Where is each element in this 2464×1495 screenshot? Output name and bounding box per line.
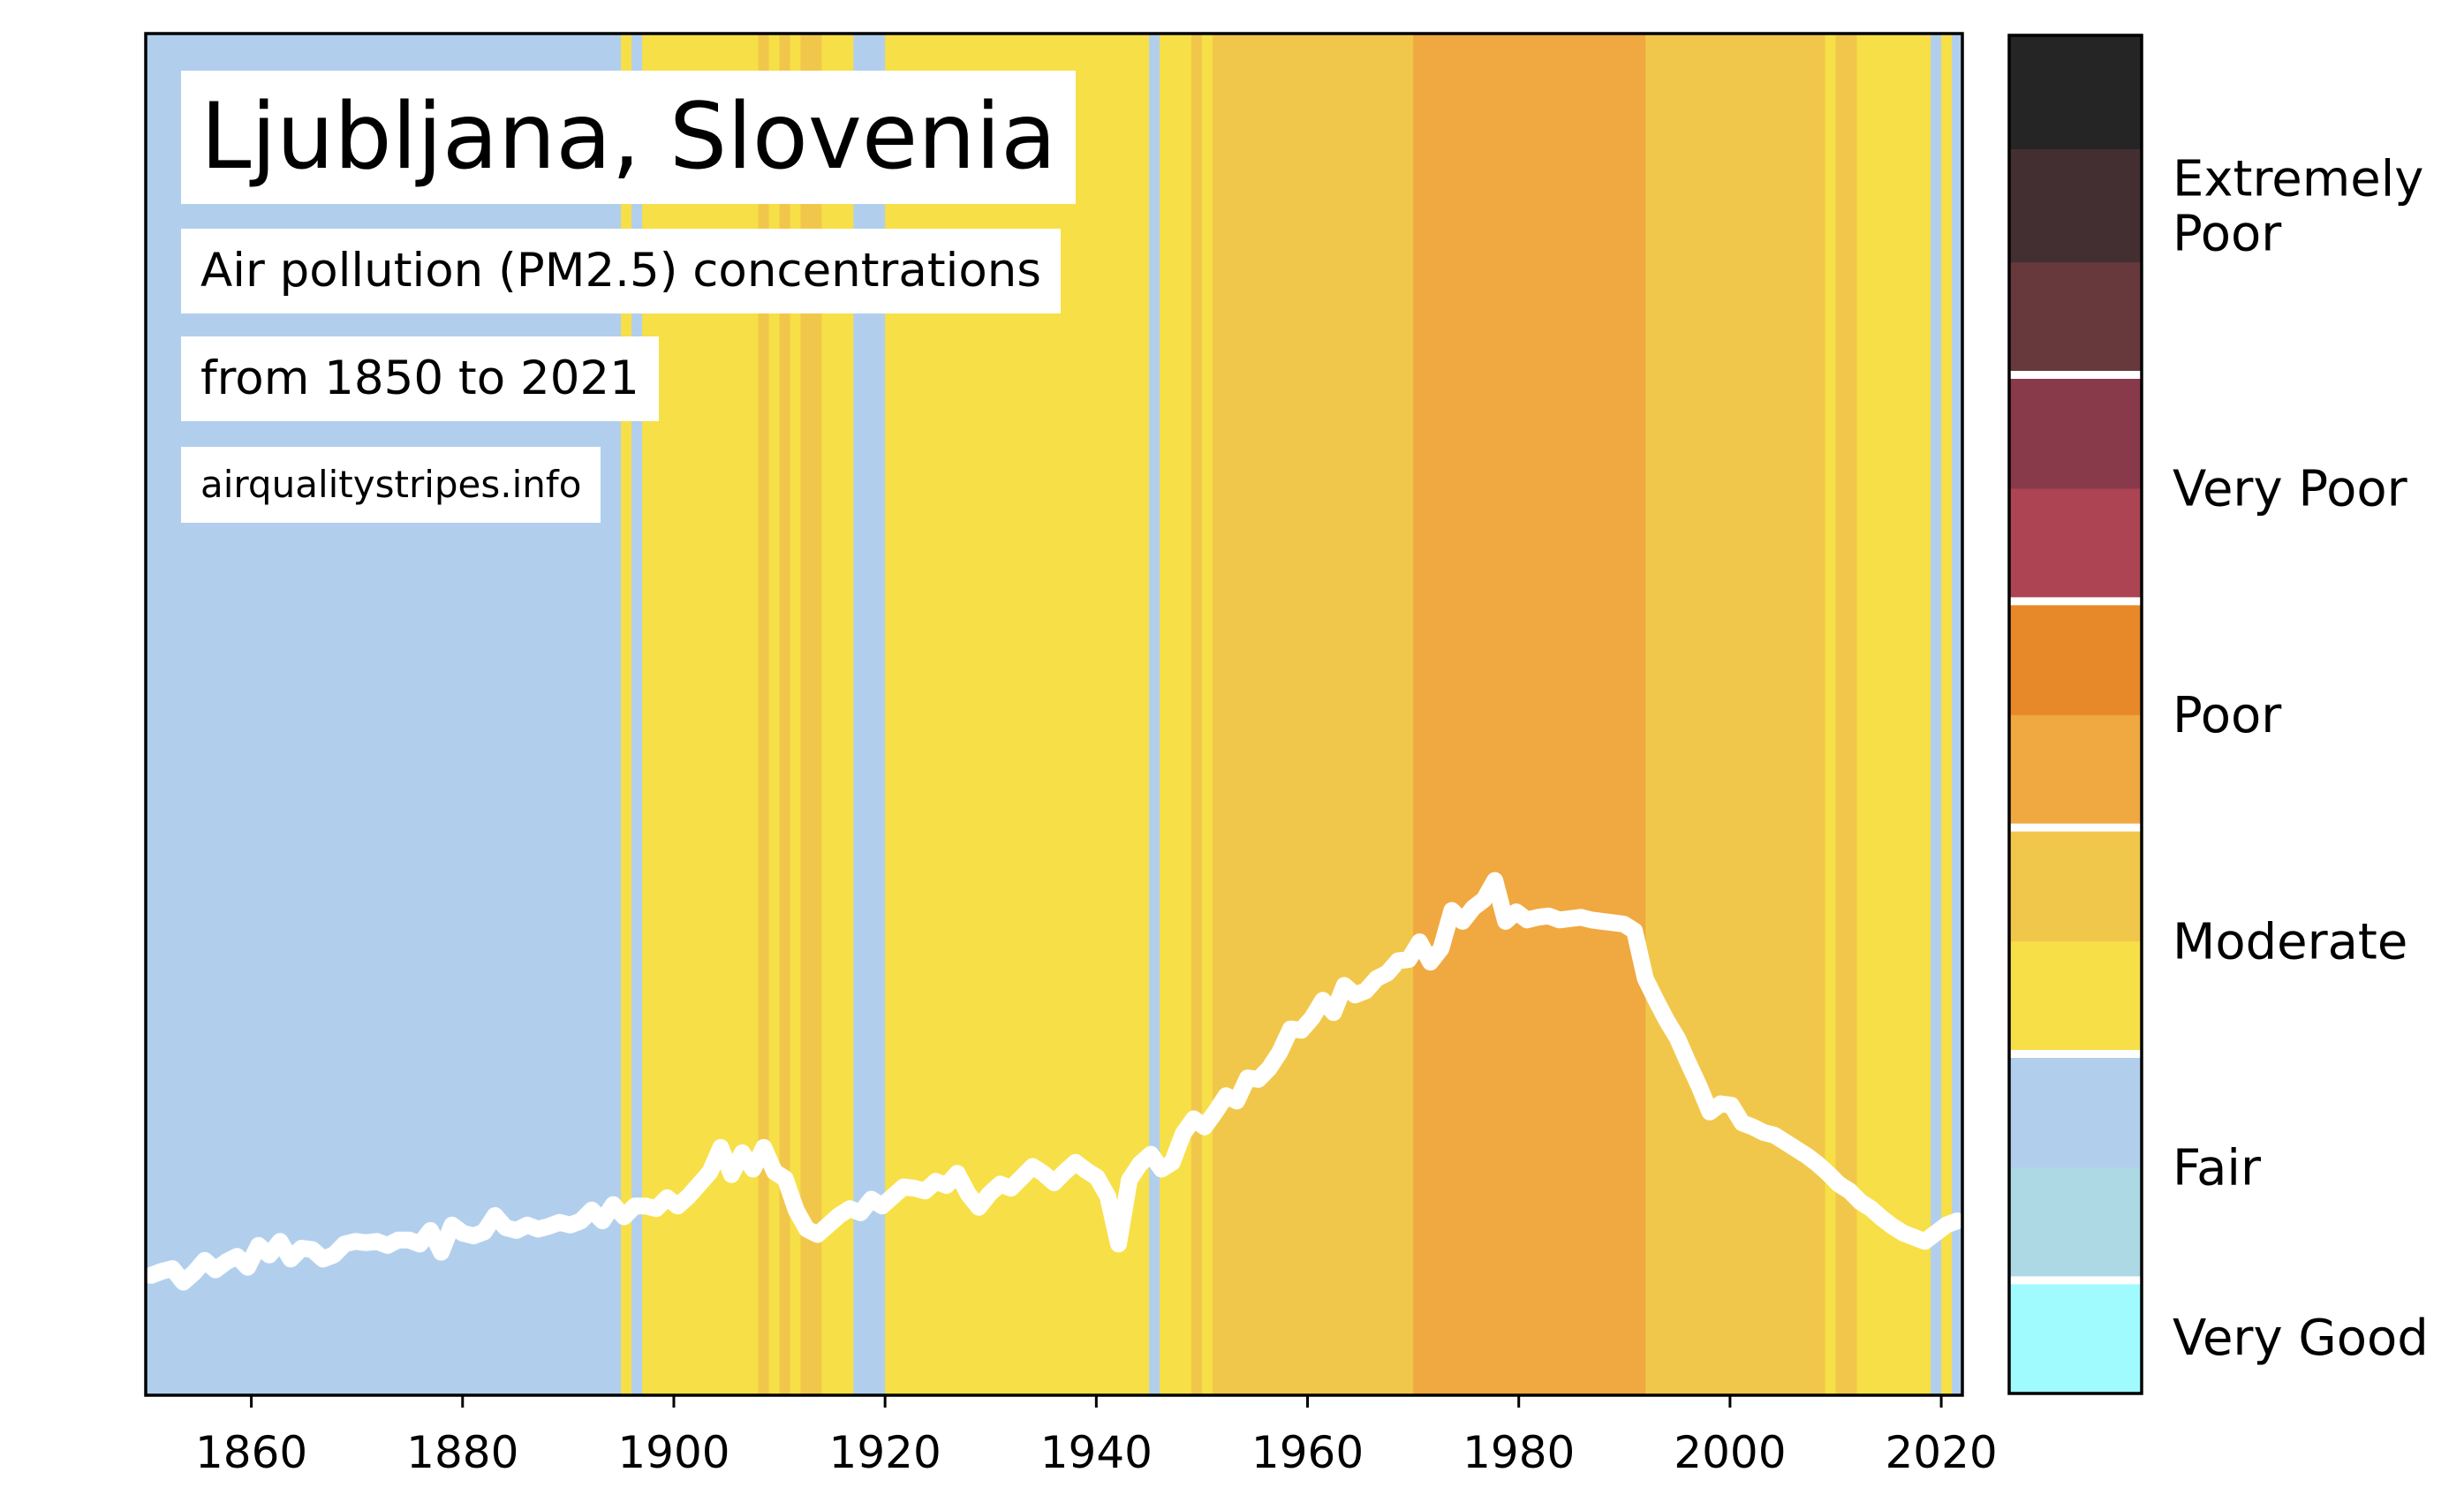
source-label: airqualitystripes.info: [181, 447, 601, 523]
legend-swatch: [2009, 827, 2142, 942]
legend-swatch: [2009, 940, 2142, 1055]
legend-swatch: [2009, 487, 2142, 602]
chart-title: Ljubljana, Slovenia: [181, 71, 1077, 204]
legend-swatch: [2009, 714, 2142, 828]
x-tick-label: 1940: [1040, 1427, 1153, 1478]
stripe-moderate: [1856, 34, 1931, 1395]
x-tick-label: 2020: [1885, 1427, 1997, 1478]
stripe-moderate: [1825, 34, 1837, 1395]
stripe-fair: [1149, 34, 1160, 1395]
stripe-moderate_high: [1645, 34, 1826, 1395]
x-tick-label: 1860: [195, 1427, 307, 1478]
stripe-moderate: [1160, 34, 1192, 1395]
legend-label: Very Good: [2173, 1310, 2429, 1367]
x-axis: 1860 1880 1900 1920 1940 1960 1980 2000 2020: [195, 1395, 1998, 1478]
legend-colorbar: Very Good Fair Moderate Poor Very Poor Extrem…: [2007, 34, 2429, 1395]
stripe-moderate_high: [758, 34, 770, 1395]
stripe-moderate_high: [1212, 34, 1414, 1395]
stripe-moderate_high: [1190, 34, 1203, 1395]
legend-swatch: [2009, 148, 2142, 263]
legend-swatch: [2009, 261, 2142, 376]
pollution-line-layer: [142, 872, 1966, 1291]
plot-frame: [144, 32, 1964, 1397]
stripe-moderate_high: [779, 34, 791, 1395]
x-tick-label: 1920: [829, 1427, 941, 1478]
legend-label: Fair: [2173, 1140, 2262, 1197]
stripe-fair: [1931, 34, 1942, 1395]
x-tick-label: 1900: [617, 1427, 729, 1478]
legend-label: Poor: [2173, 687, 2282, 744]
x-tick-label: 2000: [1674, 1427, 1786, 1478]
legend-swatch: [2009, 35, 2142, 149]
legend-swatch: [2009, 374, 2142, 489]
x-tick-label: 1880: [406, 1427, 518, 1478]
stripe-poor: [1413, 34, 1646, 1395]
legend-label: Very Poor: [2173, 461, 2408, 518]
legend-swatch: [2009, 1280, 2142, 1394]
legend-swatch: [2009, 1053, 2142, 1168]
legend-frame: [2007, 34, 2143, 1395]
legend-swatch: [2009, 600, 2142, 715]
chart-subtitle: Air pollution (PM2.5) concentrations: [181, 229, 1061, 313]
legend-label: Moderate: [2173, 913, 2407, 970]
stripe-moderate: [768, 34, 781, 1395]
date-range-label: from 1850 to 2021: [181, 336, 659, 421]
stripe-fair: [1952, 34, 1963, 1395]
stripe-moderate: [1201, 34, 1213, 1395]
legend-swatch: [2009, 1167, 2142, 1281]
stripe-moderate: [1941, 34, 1953, 1395]
stripe-moderate: [790, 34, 802, 1395]
stripe-moderate_high: [1835, 34, 1858, 1395]
legend-label: Extremely Poor: [2173, 150, 2423, 262]
pollution-line: [142, 872, 1966, 1291]
x-tick-label: 1980: [1463, 1427, 1575, 1478]
x-tick-label: 1960: [1251, 1427, 1364, 1478]
